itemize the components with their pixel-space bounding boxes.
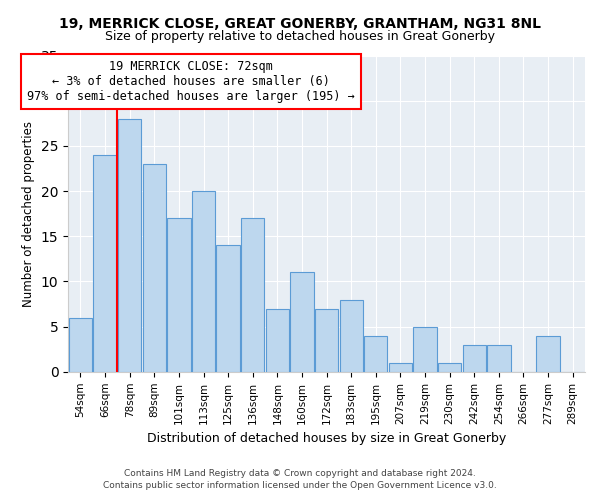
Bar	[438, 363, 461, 372]
Bar	[364, 336, 388, 372]
Y-axis label: Number of detached properties: Number of detached properties	[22, 120, 35, 306]
Bar	[167, 218, 191, 372]
Bar	[536, 336, 560, 372]
Bar	[315, 308, 338, 372]
Bar	[118, 119, 142, 372]
X-axis label: Distribution of detached houses by size in Great Gonerby: Distribution of detached houses by size …	[147, 432, 506, 445]
Bar	[69, 318, 92, 372]
Bar	[487, 344, 511, 372]
Text: Size of property relative to detached houses in Great Gonerby: Size of property relative to detached ho…	[105, 30, 495, 43]
Bar	[192, 191, 215, 372]
Text: 19, MERRICK CLOSE, GREAT GONERBY, GRANTHAM, NG31 8NL: 19, MERRICK CLOSE, GREAT GONERBY, GRANTH…	[59, 18, 541, 32]
Bar	[241, 218, 265, 372]
Bar	[94, 155, 117, 372]
Text: 19 MERRICK CLOSE: 72sqm
← 3% of detached houses are smaller (6)
97% of semi-deta: 19 MERRICK CLOSE: 72sqm ← 3% of detached…	[28, 60, 355, 103]
Bar	[389, 363, 412, 372]
Bar	[217, 246, 240, 372]
Text: Contains HM Land Registry data © Crown copyright and database right 2024.
Contai: Contains HM Land Registry data © Crown c…	[103, 468, 497, 490]
Bar	[340, 300, 363, 372]
Bar	[413, 326, 437, 372]
Bar	[463, 344, 486, 372]
Bar	[290, 272, 314, 372]
Bar	[266, 308, 289, 372]
Bar	[143, 164, 166, 372]
